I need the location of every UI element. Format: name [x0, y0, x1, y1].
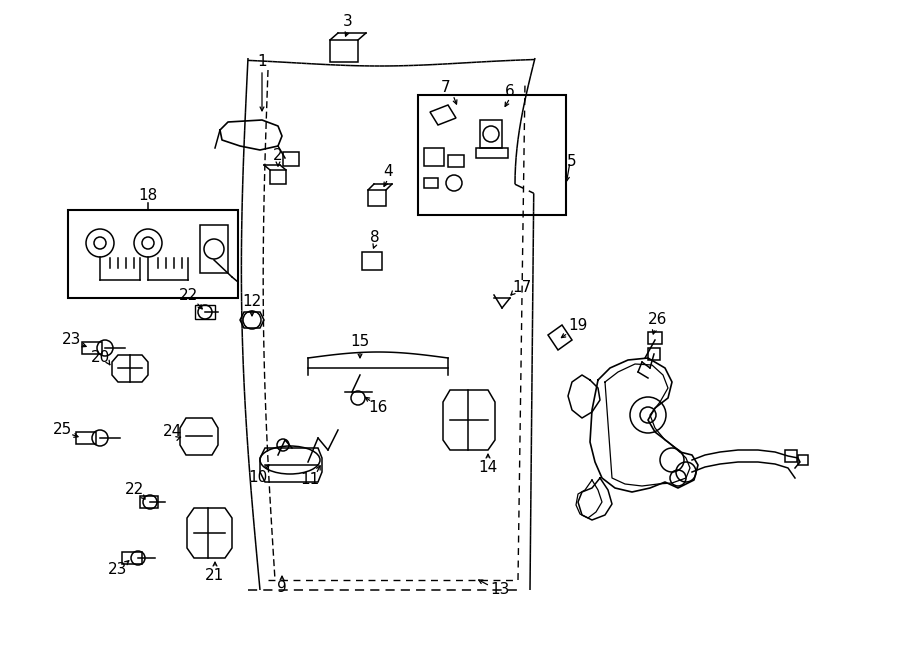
Text: 24: 24 — [162, 424, 182, 440]
Text: 22: 22 — [125, 483, 145, 498]
Text: 15: 15 — [350, 334, 370, 350]
Text: 22: 22 — [178, 288, 198, 303]
Text: 25: 25 — [52, 422, 72, 438]
Text: 14: 14 — [479, 461, 498, 475]
Text: 7: 7 — [441, 81, 451, 95]
Text: 26: 26 — [648, 313, 668, 327]
Text: 23: 23 — [62, 332, 82, 348]
Text: 17: 17 — [512, 280, 532, 295]
Text: 23: 23 — [108, 563, 128, 578]
Text: 1: 1 — [257, 54, 266, 69]
Text: 13: 13 — [491, 582, 509, 598]
Text: 8: 8 — [370, 231, 380, 245]
Text: 20: 20 — [90, 350, 110, 366]
Text: 11: 11 — [301, 473, 320, 488]
Text: 19: 19 — [568, 317, 588, 332]
Text: 10: 10 — [248, 471, 267, 485]
Text: 12: 12 — [242, 295, 262, 309]
Text: 3: 3 — [343, 15, 353, 30]
Text: 9: 9 — [277, 580, 287, 596]
Text: 21: 21 — [205, 568, 225, 582]
Text: 16: 16 — [368, 401, 388, 416]
Text: 18: 18 — [139, 188, 158, 204]
Text: 4: 4 — [383, 165, 392, 180]
Text: 2: 2 — [274, 147, 283, 163]
Text: 6: 6 — [505, 85, 515, 100]
Text: 5: 5 — [567, 155, 577, 169]
